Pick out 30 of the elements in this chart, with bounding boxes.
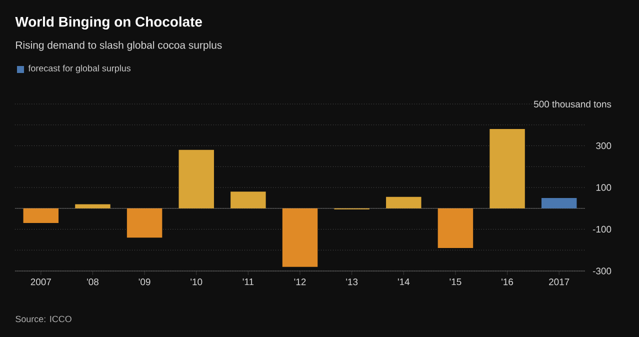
bar [282,208,318,267]
bar [541,198,577,208]
bar [386,196,422,208]
y-tick-label: -300 [592,268,612,274]
x-tick-label: '11 [242,278,254,286]
bar [230,192,266,208]
source-note: Source: ICCO [16,316,72,322]
bar [23,208,59,223]
chart-subtitle: Rising demand to slash global cocoa surplus [16,41,222,51]
bar [490,129,525,208]
x-tick-label: '13 [346,278,358,286]
x-tick-label: '15 [450,278,462,286]
legend-label: forecast for global surplus [28,64,131,74]
x-tick-label: '10 [190,278,202,286]
bar [75,204,110,208]
y-tick-label: -100 [592,226,612,233]
x-tick-label: '09 [138,278,150,286]
y-tick-label: 500 thousand tons [534,100,612,108]
bar [126,208,162,238]
bar [178,150,214,208]
y-tick-label: 300 [596,142,612,150]
y-tick-label: 100 [596,184,612,191]
x-tick-label: '16 [502,278,514,286]
x-tick-label: '12 [294,278,306,286]
x-tick-label: 2007 [30,278,51,286]
x-tick-label: '14 [398,278,410,286]
x-tick-label: '08 [87,278,98,286]
chart-title: World Binging on Chocolate [15,16,202,30]
bar [438,208,474,248]
x-tick-label: 2017 [549,278,570,286]
